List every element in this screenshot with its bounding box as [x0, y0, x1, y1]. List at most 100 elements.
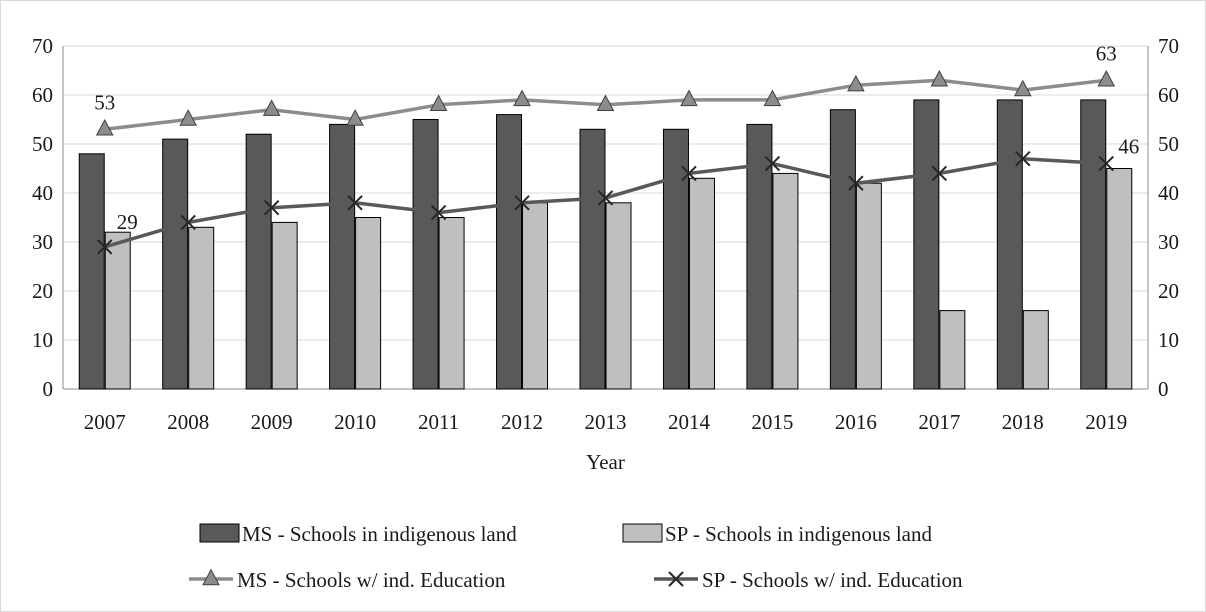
bar-sp-schools-indigenous-land [271, 221, 298, 390]
data-label: 46 [1118, 135, 1139, 159]
point-sp-ind-education [1015, 150, 1031, 167]
y-tick-label-left: 50 [32, 132, 53, 156]
point-ms-ind-education [763, 89, 782, 107]
point-sp-ind-education [97, 239, 113, 255]
x-tick-label: 2009 [251, 410, 293, 434]
x-tick-label: 2011 [418, 410, 459, 434]
bar-ms-schools-indigenous-land [162, 138, 189, 390]
legend: MS - Schools in indigenous land SP - Scho… [189, 522, 963, 592]
bar-sp-schools-indigenous-land [1106, 168, 1133, 390]
bar-ms-schools-indigenous-land [412, 119, 439, 390]
bar-sp-schools-indigenous-land [688, 177, 715, 390]
legend-label: SP - Schools w/ ind. Education [702, 568, 963, 592]
legend-marker-x [668, 571, 684, 587]
bar-sp-schools-indigenous-land [772, 172, 799, 390]
bar-ms-schools-indigenous-land [1080, 99, 1107, 390]
point-ms-ind-education [513, 89, 531, 107]
x-marker-stroke [1098, 155, 1114, 172]
x-tick-label: 2014 [668, 410, 711, 434]
y-tick-label-left: 60 [32, 83, 53, 107]
legend-label: SP - Schools in indigenous land [665, 522, 932, 546]
point-sp-ind-education [514, 195, 530, 211]
y-tick-label-left: 10 [32, 328, 53, 352]
x-marker-stroke [263, 199, 280, 216]
legend-label: MS - Schools w/ ind. Education [237, 568, 506, 592]
y-tick-label-right: 0 [1158, 377, 1169, 401]
y-tick-label-left: 20 [32, 279, 53, 303]
bar-sp-schools-indigenous-land [855, 182, 882, 390]
lines [95, 69, 1116, 255]
bar-ms-schools-indigenous-land [913, 99, 940, 390]
bar-ms-schools-indigenous-land [245, 133, 272, 390]
x-tick-label: 2017 [918, 410, 960, 434]
data-label: 63 [1096, 41, 1117, 65]
point-ms-ind-education [1013, 79, 1032, 97]
bar-sp-schools-indigenous-land [438, 217, 465, 390]
bar-sp-schools-indigenous-land [188, 226, 215, 390]
point-ms-ind-education [930, 69, 949, 87]
y-tick-label-right: 70 [1158, 34, 1179, 58]
legend-label: MS - Schools in indigenous land [242, 522, 517, 546]
legend-swatch-ms-indigenous-land [199, 523, 240, 543]
bar-sp-schools-indigenous-land [1022, 310, 1049, 390]
legend-swatch-sp-indigenous-land [622, 523, 663, 543]
point-ms-ind-education [680, 89, 698, 107]
bar-sp-schools-indigenous-land [355, 217, 382, 390]
point-sp-ind-education [681, 165, 697, 182]
y-tick-label-left: 40 [32, 181, 53, 205]
y-tick-label-right: 40 [1158, 181, 1179, 205]
bar-ms-schools-indigenous-land [662, 128, 689, 390]
x-tick-label: 2016 [835, 410, 877, 434]
point-ms-ind-education [596, 94, 615, 111]
point-sp-ind-education [597, 190, 614, 206]
x-tick-label: 2008 [167, 410, 209, 434]
y-tick-label-right: 30 [1158, 230, 1179, 254]
x-axis-title: Year [586, 450, 625, 474]
point-ms-ind-education [346, 109, 364, 126]
bar-sp-schools-indigenous-land [522, 202, 549, 390]
x-tick-label: 2010 [334, 410, 376, 434]
point-ms-ind-education [847, 74, 865, 92]
bar-sp-schools-indigenous-land [104, 231, 131, 390]
bar-ms-schools-indigenous-land [996, 99, 1023, 390]
x-marker-stroke [430, 204, 447, 221]
x-marker-stroke [681, 165, 697, 182]
x-marker-stroke [347, 195, 363, 211]
data-label: 29 [117, 210, 138, 234]
x-tick-label: 2007 [84, 410, 126, 434]
x-tick-label: 2018 [1002, 410, 1044, 434]
x-marker-stroke [668, 571, 684, 587]
bars [78, 99, 1133, 390]
bar-ms-schools-indigenous-land [496, 114, 523, 390]
point-sp-ind-education [347, 195, 363, 211]
point-ms-ind-education [262, 99, 281, 116]
labels: 53 63 29 46 [94, 41, 1139, 234]
y-tick-label-left: 30 [32, 230, 53, 254]
legend-marker-triangle [202, 568, 220, 586]
point-ms-ind-education [1097, 69, 1116, 87]
point-ms-ind-education [179, 109, 198, 126]
x-marker-stroke [97, 239, 113, 255]
x-marker-stroke [180, 214, 196, 231]
point-sp-ind-education [764, 155, 781, 172]
bar-ms-schools-indigenous-land [329, 123, 356, 390]
x-tick-label: 2019 [1085, 410, 1127, 434]
bar-ms-schools-indigenous-land [579, 128, 606, 390]
point-sp-ind-education [263, 199, 280, 216]
point-sp-ind-education [931, 165, 948, 182]
y-tick-label-right: 60 [1158, 83, 1179, 107]
axes: 0 0 10 10 20 20 30 30 40 40 50 50 60 60 70 70 2007 2008 20… [32, 34, 1179, 474]
point-sp-ind-education [1098, 155, 1114, 172]
point-sp-ind-education [430, 204, 447, 221]
x-tick-label: 2013 [585, 410, 627, 434]
y-tick-label-right: 10 [1158, 328, 1179, 352]
x-marker-stroke [931, 165, 948, 182]
bar-sp-schools-indigenous-land [939, 310, 966, 390]
x-marker-stroke [597, 190, 614, 206]
y-tick-label-left: 0 [43, 377, 54, 401]
x-marker-stroke [514, 195, 530, 211]
y-tick-label-right: 20 [1158, 279, 1179, 303]
y-tick-label-right: 50 [1158, 132, 1179, 156]
point-sp-ind-education [180, 214, 196, 231]
